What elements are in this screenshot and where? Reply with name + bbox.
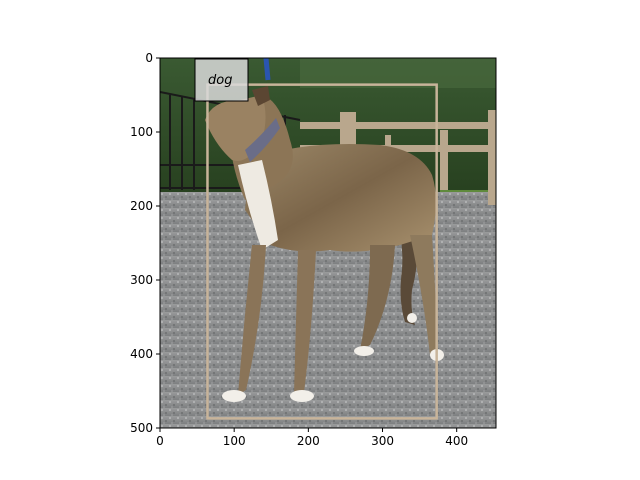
photo <box>160 58 496 428</box>
x-tick-label: 300 <box>371 434 394 448</box>
x-tick-label: 100 <box>223 434 246 448</box>
leash <box>263 58 271 81</box>
y-tick-label: 500 <box>130 421 153 435</box>
x-tick-label: 200 <box>297 434 320 448</box>
detections-layer: dog <box>194 58 438 420</box>
y-tick-label: 400 <box>130 347 153 361</box>
y-tick-label: 200 <box>130 199 153 213</box>
dog-figure <box>205 86 444 402</box>
x-tick-label: 400 <box>445 434 468 448</box>
bounding-box <box>206 83 438 420</box>
y-tick-label: 300 <box>130 273 153 287</box>
y-axis: 0 100 200 300 400 500 <box>130 51 160 435</box>
axes-frame <box>159 57 497 429</box>
x-tick-label: 0 <box>156 434 164 448</box>
x-axis: 0 100 200 300 400 <box>156 428 468 448</box>
y-tick-label: 0 <box>145 51 153 65</box>
bbox-label-text: dog <box>208 73 232 88</box>
y-tick-label: 100 <box>130 125 153 139</box>
bbox-label-box <box>194 58 249 102</box>
